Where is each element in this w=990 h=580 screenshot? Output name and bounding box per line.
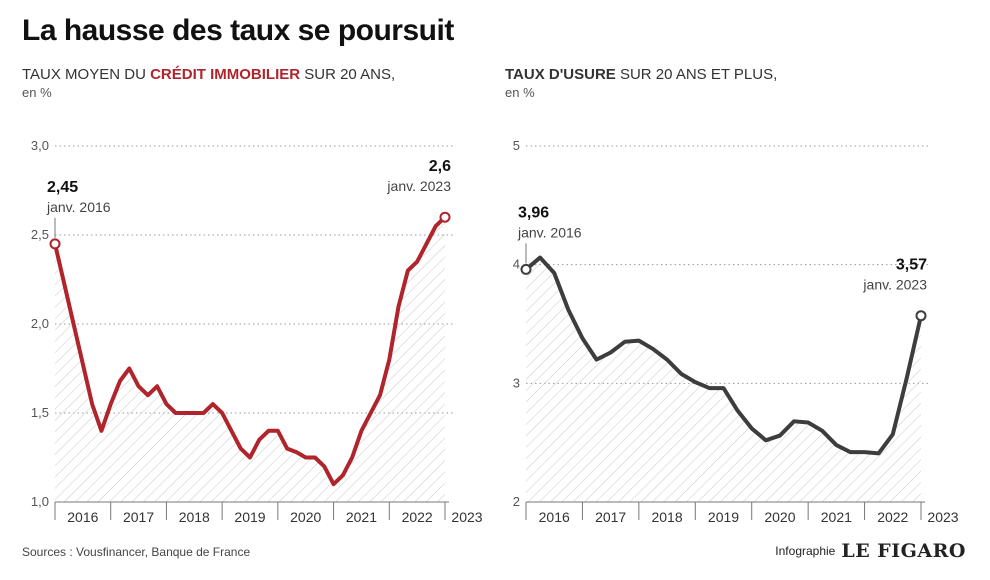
left-start-value-label: 2,45 xyxy=(47,179,78,196)
left-y-tick-label: 3,0 xyxy=(31,138,49,153)
left-subtitle-before: TAUX MOYEN DU xyxy=(22,66,151,83)
right-x-tick-label: 2021 xyxy=(821,509,852,525)
left-x-tick-label: 2022 xyxy=(402,509,433,525)
left-x-tick-label: 2017 xyxy=(123,509,154,525)
left-endpoint-marker xyxy=(439,211,451,223)
right-x-tick-label: 2020 xyxy=(764,509,795,525)
left-x-tick-label: 2020 xyxy=(290,509,321,525)
left-chart-subtitle: TAUX MOYEN DU CRÉDIT IMMOBILIER SUR 20 A… xyxy=(22,66,395,102)
left-y-tick-label: 2,0 xyxy=(31,316,49,331)
left-subtitle-after: SUR 20 ANS, xyxy=(300,66,396,83)
right-subtitle-unit: en % xyxy=(505,85,535,100)
left-x-tick-label: 2018 xyxy=(179,509,210,525)
credit-prefix: Infographie xyxy=(775,544,836,558)
right-x-tick-label: 2018 xyxy=(651,509,682,525)
right-x-tick-label: 2023 xyxy=(927,509,958,525)
right-series-line xyxy=(524,255,923,456)
left-x-tick-label: 2016 xyxy=(67,509,98,525)
right-y-tick-label: 2 xyxy=(513,494,520,509)
right-x-tick-label: 2019 xyxy=(708,509,739,525)
left-start-date-label: janv. 2016 xyxy=(46,199,111,215)
left-end-date-label: janv. 2023 xyxy=(386,178,451,194)
left-end-value-label: 2,6 xyxy=(429,158,451,175)
right-end-value-label: 3,57 xyxy=(896,257,927,274)
left-y-tick-label: 1,5 xyxy=(31,405,49,420)
right-subtitle-highlight: TAUX D'USURE xyxy=(505,66,616,83)
left-subtitle-unit: en % xyxy=(22,85,52,100)
figaro-logo: LE FIGARO xyxy=(841,540,966,562)
left-y-tick-label: 2,5 xyxy=(31,227,49,242)
left-endpoint-marker xyxy=(49,238,61,250)
left-area-fill xyxy=(55,217,445,502)
left-line-chart: 1,0 1,5 2,0 2,5 3,0 2016 2017 2018 2019 2020 2021 2… xyxy=(31,138,483,525)
left-y-tick-label: 1,0 xyxy=(31,494,49,509)
right-endpoint-marker xyxy=(915,310,927,322)
credit: Infographie LE FIGARO xyxy=(775,540,966,562)
right-start-date-label: janv. 2016 xyxy=(517,224,582,240)
left-subtitle-highlight: CRÉDIT IMMOBILIER xyxy=(150,66,301,83)
right-x-tick-label: 2016 xyxy=(539,509,570,525)
right-end-date-label: janv. 2023 xyxy=(862,277,927,293)
right-x-tick-label: 2017 xyxy=(595,509,626,525)
right-subtitle-after: SUR 20 ANS ET PLUS, xyxy=(615,66,778,83)
left-x-tick-label: 2019 xyxy=(234,509,265,525)
right-x-tick-label: 2022 xyxy=(877,509,908,525)
right-endpoint-marker xyxy=(520,263,532,275)
right-y-tick-label: 5 xyxy=(513,138,520,153)
left-series-line xyxy=(53,215,447,487)
right-chart-subtitle: TAUX D'USURE SUR 20 ANS ET PLUS, en % xyxy=(505,66,777,102)
right-area-fill xyxy=(526,257,921,502)
page-title: La hausse des taux se poursuit xyxy=(22,14,454,47)
right-y-tick-label: 4 xyxy=(513,257,520,272)
right-start-value-label: 3,96 xyxy=(518,204,549,221)
right-line-chart: 2 3 4 5 2016 2017 2018 2019 2020 2021 2022 2023 3,96… xyxy=(513,138,959,525)
left-x-tick-label: 2023 xyxy=(451,509,482,525)
left-x-tick-label: 2021 xyxy=(346,509,377,525)
right-y-tick-label: 3 xyxy=(513,375,520,390)
sources-note: Sources : Vousfinancer, Banque de France xyxy=(22,545,251,559)
